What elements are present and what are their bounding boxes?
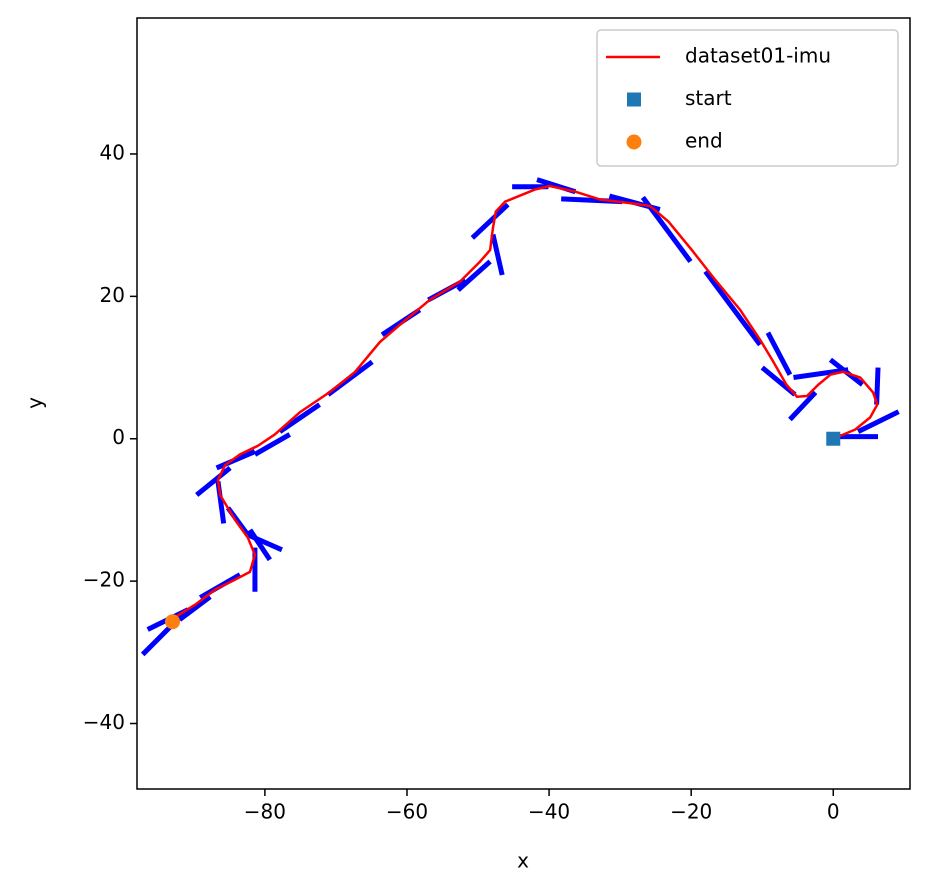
legend-label: start xyxy=(685,86,732,110)
heading-segment xyxy=(765,331,793,376)
x-axis-label: x xyxy=(517,849,529,873)
legend: dataset01-imu start end xyxy=(596,29,899,167)
heading-segment xyxy=(195,465,232,497)
heading-segment xyxy=(278,402,321,434)
heading-segment xyxy=(490,233,505,276)
legend-frame xyxy=(596,29,899,167)
trajectory-line xyxy=(171,184,879,623)
y-tick-label: 40 xyxy=(100,140,125,164)
heading-segment xyxy=(178,594,212,622)
end-marker xyxy=(165,614,181,630)
heading-segment xyxy=(857,409,900,434)
x-tick-label: −20 xyxy=(670,800,712,824)
y-tick-label: −20 xyxy=(83,568,125,592)
heading-segment xyxy=(247,528,272,562)
heading-segment xyxy=(793,367,849,380)
legend-marker xyxy=(626,134,642,150)
heading-segment xyxy=(703,269,763,347)
y-tick-label: 0 xyxy=(112,425,125,449)
heading-segment xyxy=(470,202,510,240)
legend-label: end xyxy=(685,129,723,153)
x-tick-label: −60 xyxy=(386,800,428,824)
heading-segment xyxy=(874,367,881,405)
heading-segment xyxy=(760,365,797,397)
heading-segment xyxy=(215,449,256,471)
legend-label: dataset01-imu xyxy=(685,44,831,68)
y-tick-label: −40 xyxy=(83,710,125,734)
x-tick-label: −40 xyxy=(528,800,570,824)
heading-segment xyxy=(456,259,492,292)
x-tick-label: 0 xyxy=(827,800,840,824)
heading-segment xyxy=(788,390,818,422)
y-axis-label: y xyxy=(23,397,47,409)
plot-area xyxy=(140,177,900,657)
axes-frame xyxy=(136,17,911,790)
y-tick-label: 20 xyxy=(100,283,125,307)
start-marker xyxy=(826,431,841,446)
legend-marker xyxy=(627,92,641,107)
heading-segment xyxy=(253,432,291,457)
x-tick-label: −80 xyxy=(244,800,286,824)
